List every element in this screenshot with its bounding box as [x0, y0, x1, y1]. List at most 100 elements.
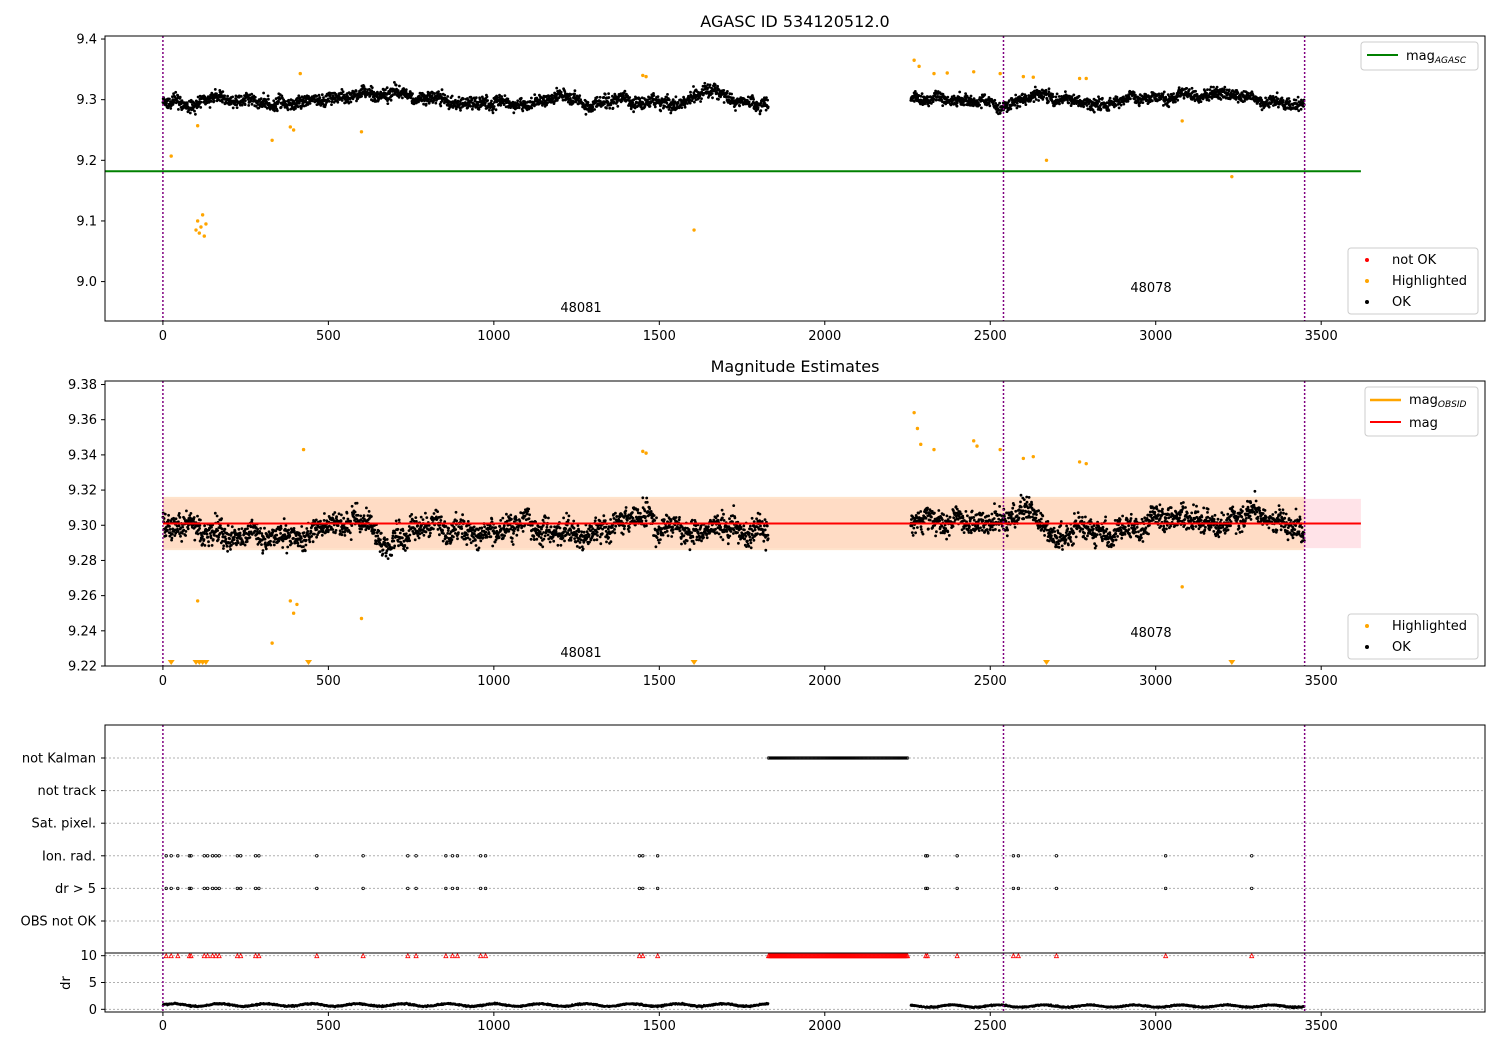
ok-point — [474, 96, 478, 100]
ok-point — [262, 91, 265, 95]
ok-point — [613, 531, 617, 535]
ok-point — [755, 100, 758, 104]
ok-point — [181, 525, 185, 529]
ok-point — [752, 98, 755, 101]
ok-point — [196, 514, 199, 518]
ok-point — [296, 96, 299, 100]
ok-point — [186, 527, 190, 531]
ok-point — [1115, 95, 1119, 99]
ok-point — [393, 544, 397, 548]
ok-point — [376, 534, 380, 538]
ok-point — [427, 97, 430, 101]
ok-point — [515, 106, 519, 110]
ok-point — [223, 94, 227, 98]
ok-point — [305, 527, 309, 530]
ok-point — [386, 557, 390, 560]
ok-point — [164, 534, 168, 538]
ok-point — [730, 92, 733, 96]
ok-point — [1033, 95, 1037, 99]
ok-point — [261, 551, 265, 555]
ok-point — [327, 99, 331, 103]
ok-point — [420, 531, 424, 535]
ok-point — [432, 512, 436, 515]
ok-point — [396, 89, 400, 92]
ok-point — [546, 101, 549, 105]
ok-point — [356, 513, 360, 517]
ok-point — [955, 101, 959, 105]
ok-point — [196, 532, 200, 536]
ok-point — [176, 529, 180, 533]
ok-point — [172, 92, 176, 96]
ok-point — [535, 537, 539, 541]
highlighted-point — [932, 71, 936, 76]
ok-point — [278, 97, 282, 101]
ok-point — [486, 99, 489, 102]
ok-point — [575, 545, 579, 548]
ok-point — [1032, 100, 1036, 103]
ok-point — [389, 98, 393, 102]
ok-point — [350, 504, 354, 508]
ok-point — [646, 98, 649, 102]
ok-point — [667, 108, 671, 111]
ok-point — [692, 85, 695, 88]
ok-point — [254, 104, 258, 108]
ok-point — [923, 102, 927, 106]
ok-point — [998, 111, 1002, 115]
ok-point — [607, 536, 610, 539]
ok-point — [479, 539, 483, 543]
ok-point — [578, 541, 582, 544]
ok-point — [510, 540, 514, 543]
ok-point — [231, 106, 235, 110]
ok-point — [439, 104, 443, 108]
ok-point — [171, 532, 174, 536]
x-tick-label: 1000 — [477, 329, 510, 344]
ok-point — [174, 90, 178, 94]
ok-point — [203, 95, 207, 99]
ok-point — [392, 539, 396, 543]
ok-point — [430, 94, 434, 97]
ok-point — [391, 536, 394, 540]
ok-point — [1297, 109, 1301, 113]
ok-point — [177, 108, 180, 111]
ok-point — [229, 548, 232, 551]
ok-point — [383, 541, 387, 545]
ok-point — [1055, 92, 1059, 96]
ok-point — [569, 93, 573, 96]
ok-point — [397, 95, 401, 99]
legend-ok-label: OK — [1392, 295, 1411, 310]
ok-point — [1099, 107, 1103, 111]
ok-point — [228, 537, 232, 541]
ok-point — [708, 85, 711, 89]
ok-point — [1013, 103, 1017, 107]
ok-point — [699, 100, 702, 103]
ok-point — [417, 536, 421, 540]
ok-point — [562, 516, 565, 520]
ok-point — [571, 101, 575, 105]
ok-point — [221, 532, 225, 536]
ok-point — [1185, 87, 1189, 90]
ok-point — [1215, 85, 1219, 89]
ok-point — [566, 100, 570, 104]
ok-point — [472, 525, 476, 529]
ok-point — [919, 94, 923, 98]
ok-point — [230, 525, 234, 529]
ok-point — [260, 543, 263, 546]
ok-point — [624, 509, 628, 513]
ok-point — [1034, 98, 1038, 101]
ok-point — [185, 102, 189, 106]
ok-point — [272, 540, 276, 544]
ok-point — [1119, 103, 1123, 107]
ok-point — [184, 530, 188, 533]
ok-point — [614, 524, 618, 528]
ok-point — [250, 518, 254, 522]
ok-point — [365, 506, 368, 510]
ok-point — [308, 102, 312, 105]
ok-point — [913, 90, 917, 93]
ok-point — [1162, 90, 1166, 94]
ok-point — [407, 536, 411, 540]
ok-point — [624, 506, 628, 509]
ok-point — [1236, 100, 1240, 104]
ok-point — [314, 518, 318, 522]
ok-point — [502, 102, 506, 106]
ok-point — [1044, 88, 1048, 92]
